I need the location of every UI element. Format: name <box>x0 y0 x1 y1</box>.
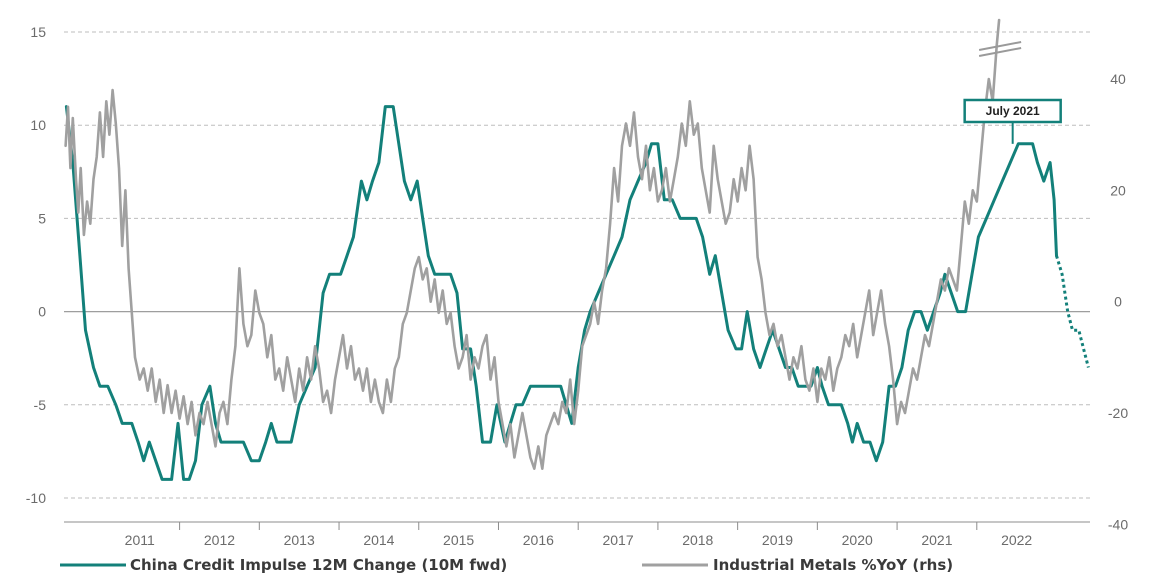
series-credit-impulse-line <box>64 105 1058 481</box>
series <box>64 18 1090 481</box>
y-left-tick-label: 10 <box>30 117 46 133</box>
x-tick-label: 2015 <box>443 532 474 548</box>
x-tick-label: 2014 <box>363 532 394 548</box>
callout-label: July 2021 <box>986 104 1040 118</box>
x-tick-label: 2019 <box>762 532 793 548</box>
y-right-tick-label: 40 <box>1110 71 1126 87</box>
y-left-tick-label: 0 <box>38 304 46 320</box>
series-credit-impulse-projection-line <box>1055 255 1090 368</box>
y-left-tick-label: 15 <box>30 24 46 40</box>
legend: China Credit Impulse 12M Change (10M fwd… <box>60 556 953 574</box>
x-tick-label: 2011 <box>125 532 155 548</box>
x-tick-label: 2020 <box>842 532 873 548</box>
x-tick-label: 2022 <box>1001 532 1032 548</box>
callout-box <box>963 98 1062 124</box>
x-tick-label: 2016 <box>523 532 554 548</box>
y-right-tick-label: 0 <box>1114 294 1122 310</box>
y-right-tick-label: -40 <box>1108 516 1128 532</box>
legend-label-metals: Industrial Metals %YoY (rhs) <box>713 556 953 574</box>
x-tick-label: 2021 <box>921 532 952 548</box>
legend-label-credit: China Credit Impulse 12M Change (10M fwd… <box>130 556 507 574</box>
axis-break-mark <box>978 41 1022 51</box>
axes: -10 -5 0 5 10 15 -40 -20 0 20 40 2011 2012 2013 2014 20… <box>26 24 1129 548</box>
x-tick-label: 2018 <box>682 532 713 548</box>
y-right-tick-label: 20 <box>1110 182 1126 198</box>
y-left-tick-label: -5 <box>34 397 47 413</box>
y-left-tick-label: -10 <box>26 490 46 506</box>
x-tick-label: 2017 <box>602 532 633 548</box>
x-tick-label: 2012 <box>204 532 235 548</box>
x-tick-label: 2013 <box>284 532 315 548</box>
axis-break-mark <box>978 47 1022 57</box>
annotations: July 2021 <box>963 41 1062 144</box>
series-industrial-metals-line <box>64 18 1001 471</box>
y-right-tick-label: -20 <box>1108 405 1128 421</box>
y-left-tick-label: 5 <box>38 210 46 226</box>
